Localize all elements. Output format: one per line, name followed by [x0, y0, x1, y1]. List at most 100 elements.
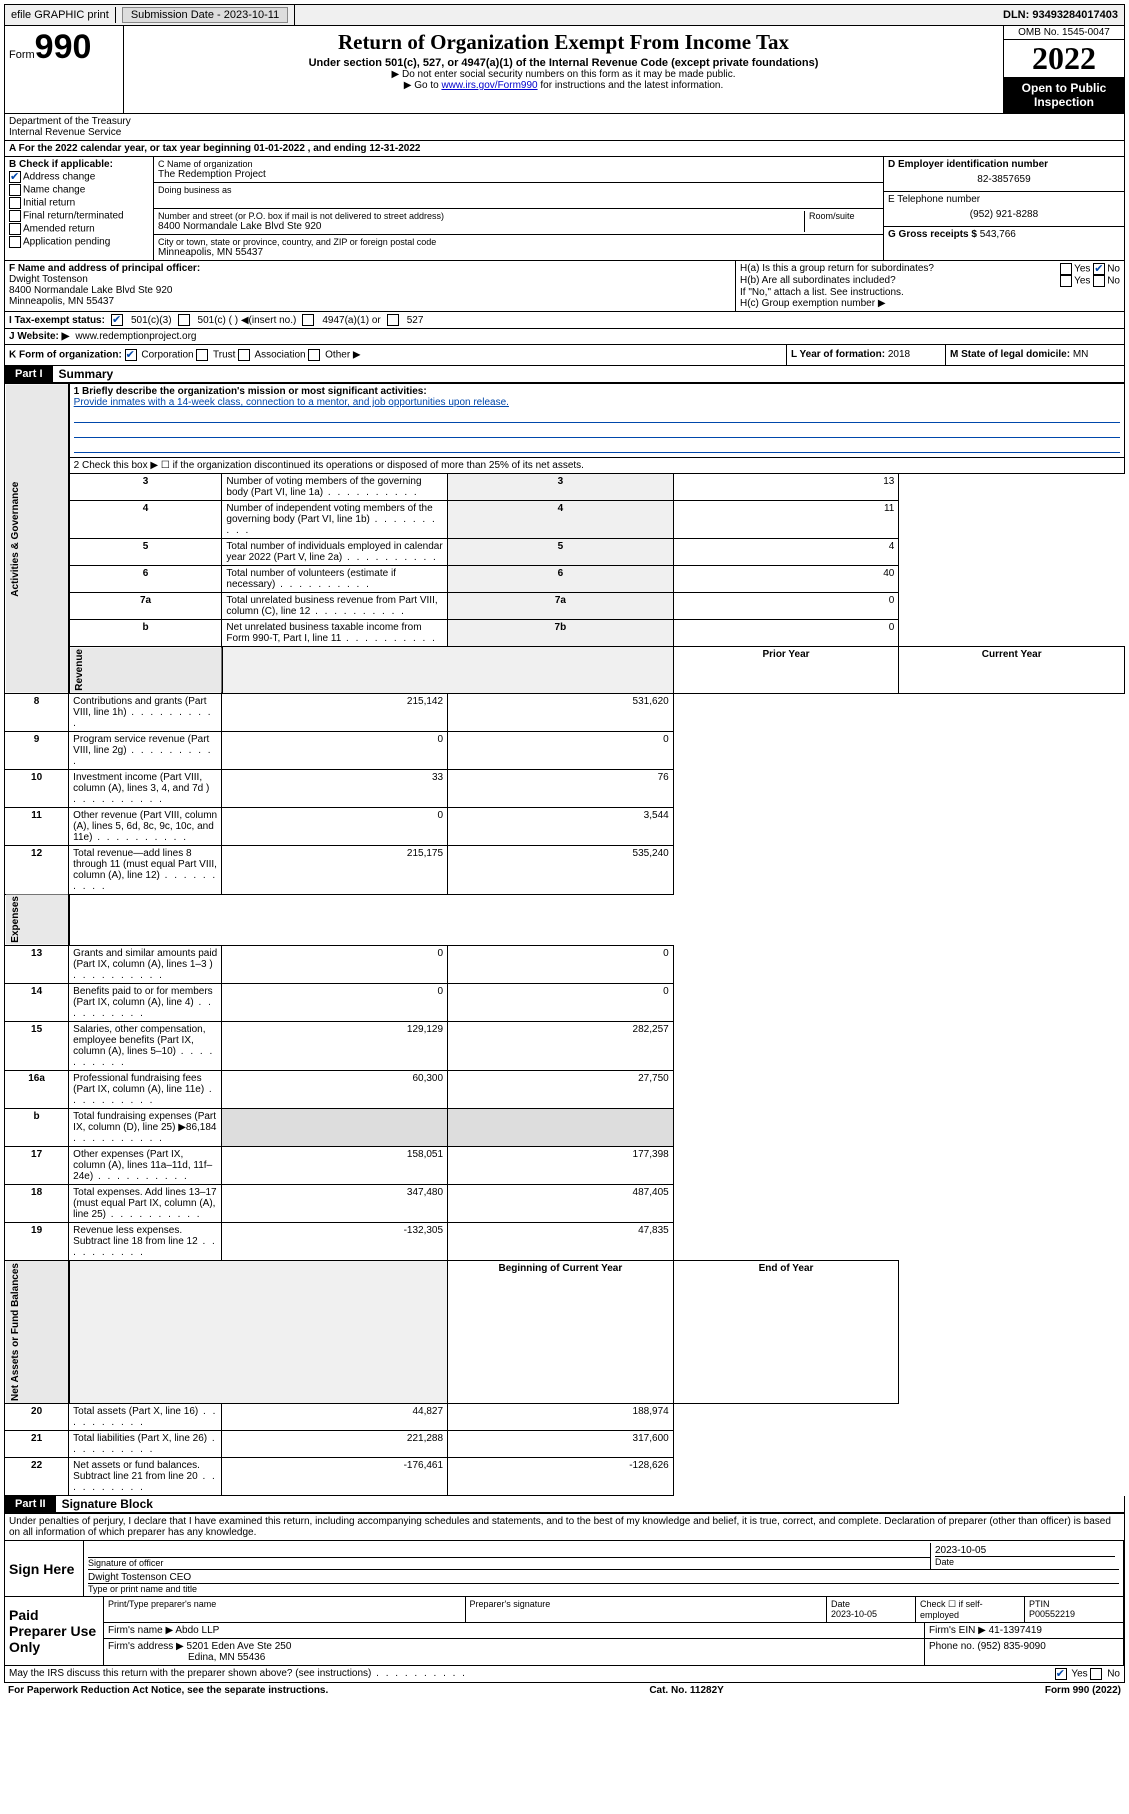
- table-row: 22Net assets or fund balances. Subtract …: [5, 1458, 1125, 1496]
- addr-label: Number and street (or P.O. box if mail i…: [158, 211, 800, 221]
- dba-label: Doing business as: [158, 185, 879, 195]
- chk-4947[interactable]: [302, 314, 314, 326]
- chk-discuss-no[interactable]: [1090, 1668, 1102, 1680]
- self-employed-label: Check ☐ if self-employed: [916, 1597, 1025, 1622]
- irs-link[interactable]: www.irs.gov/Form990: [441, 80, 537, 91]
- part1-title: Summary: [53, 367, 114, 381]
- officer-addr2: Minneapolis, MN 55437: [9, 296, 731, 307]
- header-row: Form990 Return of Organization Exempt Fr…: [4, 26, 1125, 114]
- dln: DLN: 93493284017403: [997, 7, 1124, 23]
- chk-amended[interactable]: Amended return: [9, 223, 149, 235]
- table-row: 20Total assets (Part X, line 16)44,82718…: [5, 1404, 1125, 1431]
- chk-address-change[interactable]: Address change: [9, 171, 149, 183]
- side-netassets: Net Assets or Fund Balances: [5, 1261, 69, 1404]
- row-i: I Tax-exempt status: 501(c)(3) 501(c) ( …: [4, 312, 1125, 329]
- table-row: 3Number of voting members of the governi…: [5, 474, 1125, 501]
- table-row: 17Other expenses (Part IX, column (A), l…: [5, 1147, 1125, 1185]
- chk-association[interactable]: [238, 349, 250, 361]
- right-column: D Employer identification number 82-3857…: [883, 157, 1124, 260]
- declaration: Under penalties of perjury, I declare th…: [5, 1514, 1124, 1540]
- table-row: 6Total number of volunteers (estimate if…: [5, 566, 1125, 593]
- ein-label: D Employer identification number: [888, 159, 1120, 170]
- year-formation: 2018: [888, 349, 910, 360]
- chk-527[interactable]: [387, 314, 399, 326]
- chk-pending[interactable]: Application pending: [9, 236, 149, 248]
- officer-typed-name: Dwight Tostenson CEO: [88, 1572, 1119, 1583]
- chk-trust[interactable]: [196, 349, 208, 361]
- top-bar: efile GRAPHIC print Submission Date - 20…: [4, 4, 1125, 26]
- table-row: 9Program service revenue (Part VIII, lin…: [5, 731, 1125, 769]
- table-row: 21Total liabilities (Part X, line 26)221…: [5, 1431, 1125, 1458]
- table-row: 12Total revenue—add lines 8 through 11 (…: [5, 845, 1125, 894]
- firm-ein: 41-1397419: [989, 1625, 1042, 1636]
- discuss-label: May the IRS discuss this return with the…: [9, 1668, 467, 1680]
- website-value: www.redemptionproject.org: [75, 331, 196, 342]
- col-prior: Prior Year: [673, 647, 899, 694]
- row-k: K Form of organization: Corporation Trus…: [4, 345, 1125, 366]
- inspection-badge: Open to Public Inspection: [1004, 77, 1124, 113]
- chk-corporation[interactable]: [125, 349, 137, 361]
- box-f: F Name and address of principal officer:…: [5, 261, 736, 311]
- mission-label: 1 Briefly describe the organization's mi…: [74, 386, 1120, 397]
- room-label: Room/suite: [809, 211, 879, 221]
- chk-other[interactable]: [308, 349, 320, 361]
- efile-label: efile GRAPHIC print: [5, 7, 116, 23]
- chk-final-return[interactable]: Final return/terminated: [9, 210, 149, 222]
- table-row: 15Salaries, other compensation, employee…: [5, 1022, 1125, 1071]
- footer-left: For Paperwork Reduction Act Notice, see …: [8, 1685, 328, 1696]
- chk-discuss-yes[interactable]: [1055, 1668, 1067, 1680]
- ha-label: H(a) Is this a group return for subordin…: [740, 263, 934, 275]
- ptin-value: P00552219: [1029, 1609, 1075, 1619]
- paid-preparer-label: Paid Preparer Use Only: [5, 1597, 104, 1665]
- part2-title: Signature Block: [56, 1497, 153, 1511]
- col-current: Current Year: [899, 647, 1125, 694]
- row-f-h: F Name and address of principal officer:…: [4, 261, 1125, 312]
- website-label: J Website: ▶: [9, 331, 69, 342]
- part2-header: Part II: [5, 1496, 56, 1512]
- prep-name-label: Print/Type preparer's name: [104, 1597, 466, 1622]
- side-expenses: Expenses: [5, 894, 69, 946]
- firm-name: Abdo LLP: [175, 1625, 219, 1636]
- gross-value: 543,766: [980, 229, 1016, 240]
- table-row: 8Contributions and grants (Part VIII, li…: [5, 693, 1125, 731]
- footer: For Paperwork Reduction Act Notice, see …: [4, 1683, 1125, 1698]
- year-box: OMB No. 1545-0047 2022 Open to Public In…: [1003, 26, 1124, 113]
- side-governance: Activities & Governance: [5, 384, 69, 694]
- org-city: Minneapolis, MN 55437: [158, 247, 879, 258]
- table-row: 5Total number of individuals employed in…: [5, 539, 1125, 566]
- org-name-label: C Name of organization: [158, 159, 879, 169]
- tax-status-label: I Tax-exempt status:: [9, 315, 105, 326]
- sig-date-label: Date: [935, 1556, 1115, 1567]
- mission-text: Provide inmates with a 14-week class, co…: [74, 397, 1120, 408]
- org-name: The Redemption Project: [158, 169, 879, 180]
- footer-catno: Cat. No. 11282Y: [649, 1685, 723, 1696]
- table-row: 10Investment income (Part VIII, column (…: [5, 769, 1125, 807]
- col-end: End of Year: [673, 1261, 899, 1404]
- sig-officer-label: Signature of officer: [88, 1557, 930, 1568]
- table-row: bNet unrelated business taxable income f…: [5, 620, 1125, 647]
- table-row: bTotal fundraising expenses (Part IX, co…: [5, 1109, 1125, 1147]
- table-row: 14Benefits paid to or for members (Part …: [5, 984, 1125, 1022]
- note-link: ▶ Go to www.irs.gov/Form990 for instruct…: [130, 80, 997, 91]
- hb-note: If "No," attach a list. See instructions…: [740, 287, 1120, 298]
- domicile-state: MN: [1073, 349, 1089, 360]
- org-address: 8400 Normandale Lake Blvd Ste 920: [158, 221, 800, 232]
- submission-date: Submission Date - 2023-10-11: [116, 5, 295, 25]
- chk-initial-return[interactable]: Initial return: [9, 197, 149, 209]
- title-box: Return of Organization Exempt From Incom…: [124, 26, 1003, 113]
- gross-label: G Gross receipts $: [888, 229, 980, 240]
- chk-501c3[interactable]: [111, 314, 123, 326]
- table-row: 19Revenue less expenses. Subtract line 1…: [5, 1223, 1125, 1261]
- row-j: J Website: ▶ www.redemptionproject.org: [4, 329, 1125, 345]
- submission-button[interactable]: Submission Date - 2023-10-11: [122, 7, 288, 23]
- section-a: A For the 2022 calendar year, or tax yea…: [4, 141, 1125, 157]
- chk-name-change[interactable]: Name change: [9, 184, 149, 196]
- prep-sig-label: Preparer's signature: [466, 1597, 828, 1622]
- part2-bar: Part II Signature Block: [4, 1496, 1125, 1513]
- firm-phone: (952) 835-9090: [977, 1641, 1045, 1652]
- firm-addr1: 5201 Eden Ave Ste 250: [187, 1641, 292, 1652]
- note-ssn: ▶ Do not enter social security numbers o…: [130, 69, 997, 80]
- part1-bar: Part I Summary: [4, 366, 1125, 383]
- tax-year: 2022: [1004, 40, 1124, 77]
- chk-501c[interactable]: [178, 314, 190, 326]
